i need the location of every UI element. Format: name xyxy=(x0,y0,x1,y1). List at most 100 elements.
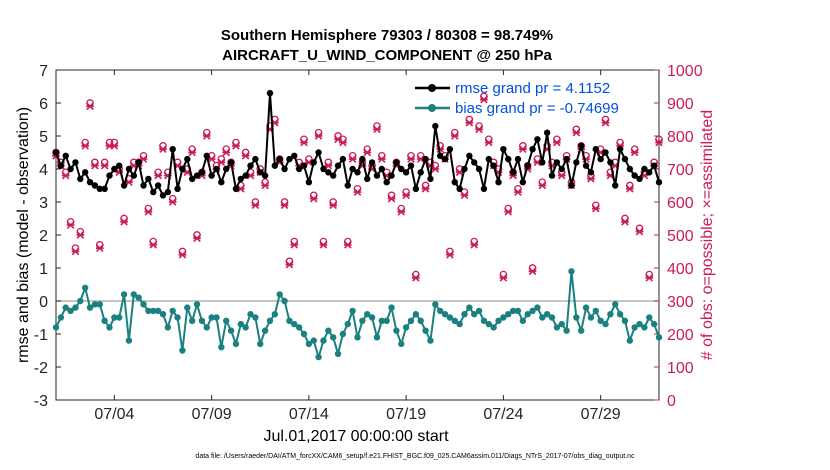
rmse-data-point xyxy=(402,169,410,176)
bias-data-point xyxy=(621,317,629,324)
rmse-data-point xyxy=(621,155,629,163)
rmse-data-point xyxy=(111,165,118,173)
bias-data-point xyxy=(329,334,337,341)
rmse-data-point xyxy=(368,159,376,166)
rmse-data-point xyxy=(169,146,176,153)
obs-assimilated-point xyxy=(470,241,479,249)
legend-rmse-label: rmse grand pr = 4.1152 xyxy=(455,80,610,97)
rmse-data-point xyxy=(223,165,230,173)
bias-data-point xyxy=(359,317,366,324)
bias-data-point xyxy=(188,317,196,324)
bias-data-point xyxy=(72,304,79,311)
bias-data-point xyxy=(62,304,69,311)
bias-data-point xyxy=(616,311,624,318)
bias-data-point xyxy=(412,311,420,318)
bias-data-point xyxy=(174,314,181,321)
bias-data-point xyxy=(125,337,133,344)
bias-data-point xyxy=(135,294,142,301)
right-tick-label: 100 xyxy=(667,360,694,377)
obs-assimilated-point xyxy=(61,171,70,180)
rmse-data-point xyxy=(539,159,546,166)
plot-area xyxy=(55,69,660,401)
right-tick-label: 900 xyxy=(667,96,694,113)
bias-data-point xyxy=(514,307,522,315)
rmse-data-point xyxy=(101,185,108,192)
rmse-data-point xyxy=(86,179,94,186)
obs-assimilated-point xyxy=(572,128,581,137)
bias-data-point xyxy=(184,304,191,311)
bias-data-point xyxy=(534,304,541,311)
rmse-data-point xyxy=(412,185,420,192)
chart-title: Southern Hemisphere 79303 / 80308 = 98.7… xyxy=(221,27,553,44)
bias-data-point xyxy=(529,307,536,315)
bias-data-point xyxy=(218,344,225,351)
bias-data-point xyxy=(130,291,138,298)
rmse-data-point xyxy=(271,162,279,169)
rmse-data-point xyxy=(616,146,624,153)
rmse-data-point xyxy=(407,162,415,169)
legend-bias-marker xyxy=(428,104,436,112)
x-axis-ticks: 07/04 07/09 07/14 07/19 07/24 07/29 xyxy=(94,70,621,423)
obs-assimilated-point xyxy=(202,132,211,140)
bias-data-point xyxy=(612,301,619,308)
obs-assimilated-point xyxy=(159,145,167,153)
rmse-data-point xyxy=(237,175,244,183)
obs-assimilated-point xyxy=(387,194,396,203)
bias-data-point xyxy=(543,311,551,318)
bias-data-point xyxy=(281,297,288,305)
rmse-data-point xyxy=(208,172,215,179)
right-tick-label: 400 xyxy=(667,261,694,278)
bias-data-point xyxy=(169,307,176,315)
bias-data-point xyxy=(436,307,444,315)
rmse-data-point xyxy=(378,165,386,173)
bias-data-point xyxy=(310,337,317,344)
obs-assimilated-point xyxy=(465,119,474,127)
bias-data-point xyxy=(300,330,308,338)
rmse-data-point xyxy=(67,165,74,173)
rmse-data-point xyxy=(198,169,206,176)
bias-data-point xyxy=(325,327,332,334)
obs-assimilated-point xyxy=(499,274,508,282)
rmse-data-point xyxy=(188,175,196,183)
rmse-data-point xyxy=(315,149,322,156)
obs-assimilated-point xyxy=(655,138,663,147)
rmse-data-point xyxy=(607,159,614,166)
rmse-data-point xyxy=(383,179,390,186)
obs-assimilated-point xyxy=(86,102,94,111)
obs-assimilated-point xyxy=(635,227,644,236)
rmse-data-point xyxy=(106,172,113,179)
obs-assimilated-point xyxy=(412,274,420,282)
rmse-data-point xyxy=(626,165,634,173)
rmse-data-point xyxy=(655,179,663,186)
bias-data-point xyxy=(150,307,157,315)
obs-assimilated-point xyxy=(66,221,75,229)
obs-assimilated-point xyxy=(557,171,566,180)
right-tick-label: 1000 xyxy=(667,63,703,80)
rmse-data-point xyxy=(597,155,604,163)
bias-data-point xyxy=(291,320,298,328)
bias-data-point xyxy=(247,311,254,318)
bias-data-point xyxy=(286,317,293,324)
obs-assimilated-point xyxy=(625,185,634,193)
rmse-data-point xyxy=(475,165,483,173)
rmse-data-point xyxy=(650,162,658,169)
obs-assimilated-point xyxy=(76,231,85,239)
right-tick-label: 200 xyxy=(667,327,694,344)
bias-data-point xyxy=(388,304,395,311)
rmse-data-point xyxy=(213,165,220,173)
rmse-data-point xyxy=(480,185,488,192)
bias-data-point xyxy=(120,291,128,298)
right-tick-label: 600 xyxy=(667,195,694,212)
bias-data-point xyxy=(213,314,220,321)
bias-data-point xyxy=(339,330,347,338)
legend-rmse-marker xyxy=(428,84,436,92)
bias-data-point xyxy=(568,268,575,275)
rmse-data-point xyxy=(339,155,347,163)
obs-count-markers xyxy=(52,92,663,282)
rmse-data-point xyxy=(218,179,225,186)
bias-data-point xyxy=(111,314,118,321)
obs-assimilated-point xyxy=(261,181,269,190)
rmse-data-point xyxy=(422,155,429,163)
obs-assimilated-point xyxy=(363,148,372,157)
rmse-data-point xyxy=(573,159,580,166)
